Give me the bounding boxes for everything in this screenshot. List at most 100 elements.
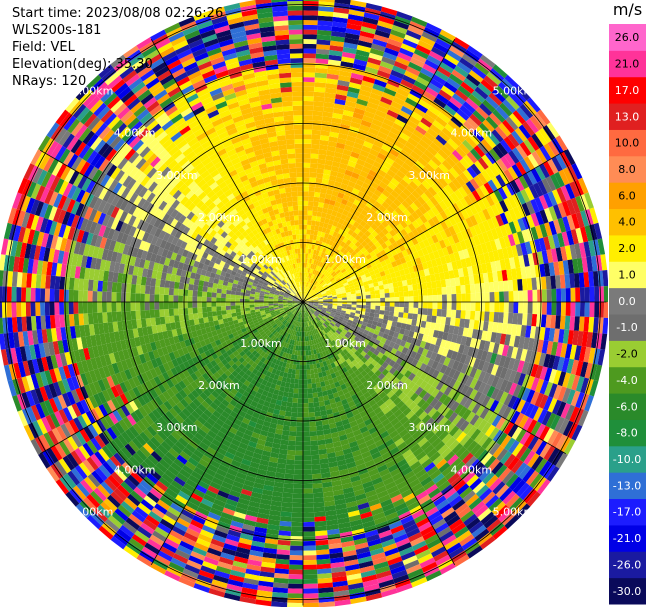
- velocity-gate: [513, 291, 518, 302]
- velocity-gate: [537, 290, 542, 303]
- velocity-gate: [395, 302, 400, 307]
- velocity-gate: [352, 302, 357, 305]
- velocity-gate: [490, 302, 495, 312]
- velocity-gate: [409, 302, 414, 308]
- velocity-gate: [408, 285, 414, 291]
- velocity-gate: [599, 286, 604, 302]
- velocity-gate: [306, 239, 310, 244]
- velocity-gate: [428, 295, 433, 302]
- velocity-gate: [404, 307, 409, 313]
- velocity-gate: [303, 579, 318, 584]
- velocity-gate: [303, 555, 317, 560]
- velocity-gate: [289, 383, 294, 388]
- velocity-gate: [402, 318, 408, 324]
- velocity-gate: [317, 435, 325, 441]
- velocity-gate: [306, 249, 309, 254]
- velocity-gate: [432, 309, 437, 316]
- velocity-gate: [303, 550, 316, 555]
- velocity-gate: [313, 201, 319, 206]
- velocity-gate: [393, 282, 399, 288]
- velocity-gate: [404, 291, 409, 297]
- velocity-gate: [445, 317, 451, 325]
- velocity-gate: [470, 311, 475, 320]
- velocity-gate: [320, 406, 326, 412]
- velocity-gate: [575, 288, 580, 303]
- velocity-gate: [317, 164, 325, 170]
- velocity-gate: [294, 384, 299, 389]
- velocity-gate: [297, 422, 304, 427]
- velocity-gate: [371, 302, 376, 306]
- velocity-gate: [294, 479, 304, 484]
- velocity-gate: [303, 360, 306, 365]
- velocity-gate: [312, 383, 317, 388]
- velocity-gate: [286, 459, 295, 464]
- velocity-gate: [389, 307, 394, 312]
- velocity-gate: [318, 440, 326, 446]
- velocity-gate: [413, 308, 418, 314]
- velocity-gate: [385, 298, 390, 303]
- velocity-gate: [499, 302, 504, 313]
- velocity-gate: [311, 149, 319, 154]
- velocity-gate: [292, 364, 296, 369]
- velocity-gate: [288, 445, 296, 450]
- velocity-gate: [408, 313, 414, 319]
- velocity-gate: [314, 502, 325, 508]
- velocity-gate: [303, 408, 309, 413]
- velocity-gate: [456, 294, 461, 302]
- velocity-gate: [288, 593, 304, 598]
- velocity-gate: [561, 288, 566, 302]
- velocity-gate: [380, 293, 385, 298]
- velocity-gate: [300, 351, 303, 356]
- velocity-gate: [290, 422, 297, 427]
- velocity-gate: [309, 412, 315, 417]
- velocity-gate: [485, 292, 490, 302]
- velocity-gate: [298, 389, 303, 394]
- velocity-gate: [303, 129, 312, 134]
- velocity-gate: [371, 306, 376, 310]
- velocity-gate: [286, 464, 295, 470]
- velocity-gate: [303, 503, 314, 508]
- velocity-gate: [513, 302, 518, 313]
- velocity-gate: [303, 206, 308, 211]
- velocity-gate: [509, 291, 514, 302]
- velocity-gate: [361, 305, 366, 309]
- velocity-gate: [306, 351, 309, 356]
- velocity-gate: [286, 402, 292, 407]
- velocity-gate: [423, 289, 428, 296]
- velocity-gate: [390, 302, 395, 307]
- velocity-gate: [399, 302, 404, 307]
- velocity-gate: [303, 182, 309, 187]
- velocity-gate: [404, 302, 409, 308]
- velocity-gate: [504, 291, 509, 302]
- velocity-gate: [508, 280, 514, 291]
- velocity-gate: [376, 298, 381, 302]
- velocity-gate: [303, 498, 314, 503]
- velocity-gate: [494, 282, 500, 293]
- velocity-gate: [375, 290, 380, 295]
- velocity-gate: [295, 370, 299, 375]
- velocity-gate: [310, 158, 318, 163]
- velocity-gate: [566, 288, 571, 302]
- velocity-gate: [303, 517, 315, 522]
- velocity-gate: [418, 296, 423, 302]
- velocity-gate: [308, 388, 313, 393]
- velocity-gate: [312, 134, 321, 140]
- velocity-gate: [283, 392, 289, 398]
- velocity-gate: [380, 298, 385, 302]
- velocity-gate: [291, 531, 303, 536]
- velocity-gate: [366, 302, 371, 306]
- velocity-gate: [293, 498, 304, 503]
- velocity-gate: [315, 73, 327, 79]
- velocity-gate: [303, 413, 309, 418]
- velocity-gate: [314, 92, 325, 98]
- velocity-gate: [308, 398, 314, 403]
- velocity-gate: [303, 239, 306, 244]
- velocity-gate: [490, 292, 495, 302]
- velocity-gate: [311, 144, 320, 149]
- velocity-gate: [356, 296, 361, 299]
- velocity-gate: [310, 426, 317, 431]
- velocity-gate: [452, 302, 457, 310]
- velocity-gate: [303, 441, 311, 446]
- velocity-gate: [303, 225, 307, 230]
